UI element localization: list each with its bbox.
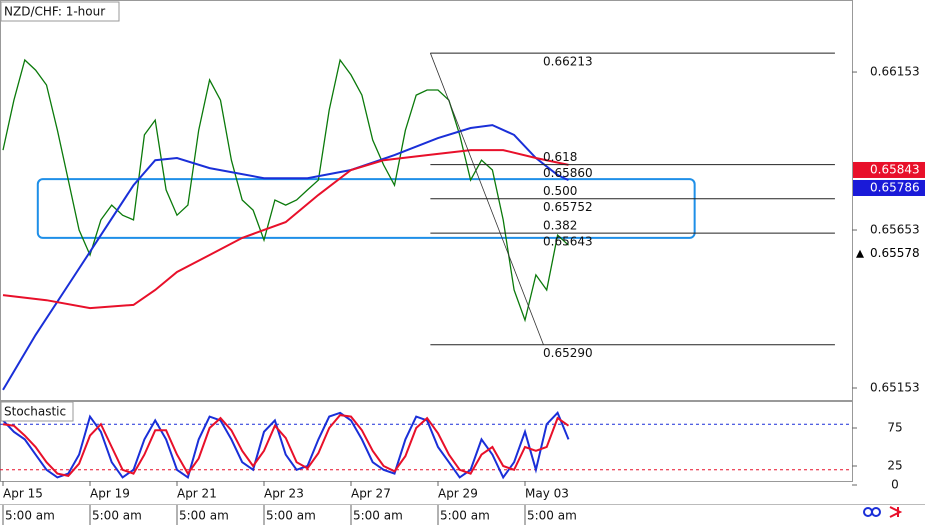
fib-price-label: 0.65290 — [543, 346, 593, 360]
x-time-label: 5:00 am — [179, 509, 229, 523]
x-tick-label: Apr 21 — [177, 487, 217, 501]
support-zone — [36, 178, 696, 239]
indicator-line — [2, 414, 570, 477]
y-tick-label: 0.65653 — [870, 223, 920, 237]
x-time-label: 5:00 am — [5, 509, 55, 523]
y-tick-label: 0.65153 — [870, 380, 920, 394]
x-tick-label: Apr 19 — [90, 487, 130, 501]
x-tick-label: Apr 23 — [264, 487, 304, 501]
x-tick-label: Apr 15 — [3, 487, 43, 501]
y-tick-label: 25 — [887, 459, 902, 473]
price-tag-label: 0.65578 — [870, 246, 920, 260]
chart-title: NZD/CHF: 1-hour — [4, 5, 105, 19]
x-time-label: 5:00 am — [527, 509, 577, 523]
y-tick-label: 0.66153 — [870, 65, 920, 79]
fib-ratio-label: 0.500 — [543, 184, 577, 198]
fib-price-label: 0.65643 — [543, 235, 593, 249]
fib-price-label: 0.66213 — [543, 55, 593, 69]
price-tag — [853, 179, 925, 196]
price-tag-label: 0.65786 — [870, 180, 920, 194]
link-icon[interactable] — [871, 507, 881, 517]
x-time-label: 5:00 am — [92, 509, 142, 523]
price-tag-arrow — [856, 249, 864, 258]
fib-price-label: 0.65752 — [543, 200, 593, 214]
price-tag — [853, 161, 925, 178]
y-tick-label: 0 — [891, 478, 899, 492]
chart-title: Stochastic — [4, 405, 66, 419]
fib-ratio-label: 0.382 — [543, 219, 577, 233]
indicator-line — [2, 149, 569, 310]
x-time-label: 5:00 am — [266, 509, 316, 523]
price-tag-label: 0.65843 — [870, 162, 920, 176]
x-time-label: 5:00 am — [440, 509, 490, 523]
fib-price-label: 0.65860 — [543, 166, 593, 180]
x-tick-label: Apr 27 — [351, 487, 391, 501]
main-panel — [0, 0, 853, 401]
x-tick-label: May 03 — [525, 487, 569, 501]
title-box — [0, 401, 74, 422]
fib-ratio-label: 0.618 — [543, 150, 577, 164]
x-time-label: 5:00 am — [353, 509, 403, 523]
title-box — [0, 1, 120, 22]
toolbar-icons[interactable] — [863, 506, 903, 518]
indicator-line — [2, 124, 569, 391]
price-tag — [853, 245, 925, 262]
scroll-icon[interactable] — [889, 506, 903, 518]
x-tick-label: Apr 29 — [438, 487, 478, 501]
y-tick-label: 75 — [887, 421, 902, 435]
stochastic-panel — [0, 401, 853, 482]
price-line — [2, 58, 569, 323]
